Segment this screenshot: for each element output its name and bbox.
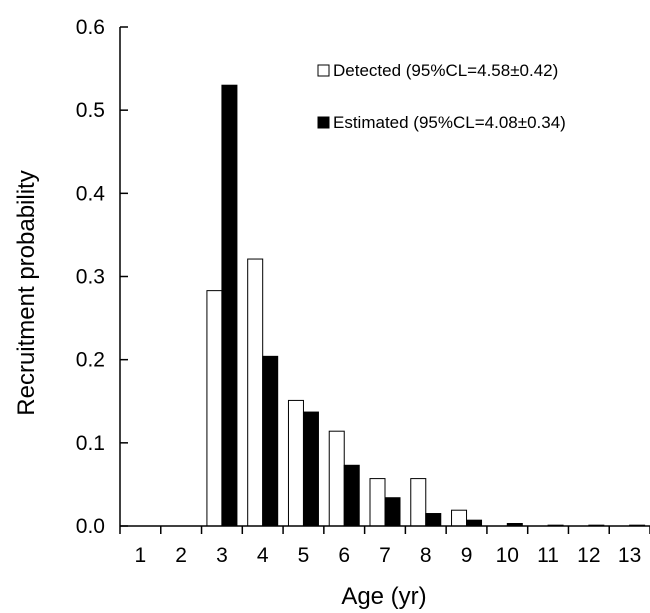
x-axis-ticks: 1 2 3 4 5 6 7 8 9 10 11 12 13 (119, 526, 650, 567)
x-tick-label: 11 (537, 544, 559, 567)
x-tick-label: 5 (298, 544, 310, 567)
bar-detected (451, 509, 468, 527)
legend-label-detected: Detected (95%CL=4.58±0.42) (333, 61, 558, 80)
x-tick-label: 2 (175, 544, 187, 567)
x-tick-label: 13 (618, 544, 641, 567)
bar-estimated (302, 411, 319, 527)
y-axis-title: Recruitment probability (13, 170, 40, 415)
legend-label-estimated: Estimated (95%CL=4.08±0.34) (333, 113, 566, 132)
bar-detected (369, 478, 386, 527)
x-tick-label: 12 (577, 544, 600, 567)
x-tick-label: 10 (496, 544, 519, 567)
bar-detected (206, 290, 223, 527)
bar-detected (287, 399, 304, 527)
y-tick-label: 0.2 (76, 349, 105, 372)
x-tick-label: 9 (461, 544, 473, 567)
legend-swatch-detected (317, 64, 330, 77)
bar-detected (410, 478, 427, 527)
y-tick-label: 0.5 (76, 99, 105, 122)
x-tick-label: 8 (420, 544, 432, 567)
x-axis-title: Age (yr) (341, 583, 426, 610)
y-tick-label: 0.6 (76, 16, 105, 39)
x-tick-label: 4 (257, 544, 269, 567)
legend-swatch-estimated (317, 116, 330, 129)
bar-detected (328, 430, 345, 527)
bar-estimated (425, 513, 442, 527)
y-axis-ticks: 0.0 0.1 0.2 0.3 0.4 0.5 0.6 (76, 16, 128, 538)
y-tick-label: 0.3 (76, 266, 105, 289)
bar-estimated (262, 355, 279, 527)
x-tick-label: 1 (135, 544, 147, 567)
y-tick-label: 0.4 (76, 182, 106, 205)
bars-layer (206, 84, 646, 527)
bar-estimated (384, 497, 401, 527)
y-tick-label: 0.0 (76, 515, 105, 538)
x-tick-label: 7 (379, 544, 391, 567)
y-tick-label: 0.1 (76, 432, 105, 455)
x-tick-label: 6 (338, 544, 350, 567)
bar-detected (247, 258, 264, 527)
bar-estimated (343, 464, 360, 527)
bar-estimated (221, 84, 238, 527)
x-tick-label: 3 (216, 544, 228, 567)
bar-estimated (466, 519, 483, 527)
legend: Detected (95%CL=4.58±0.42) Estimated (95… (317, 61, 566, 132)
